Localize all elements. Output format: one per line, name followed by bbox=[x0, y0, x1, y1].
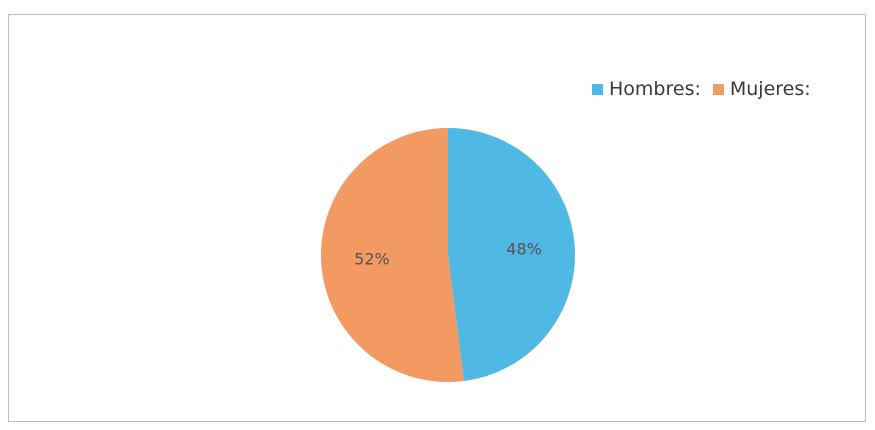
chart-legend: Hombres: Mujeres: bbox=[592, 78, 823, 100]
legend-swatch-mujeres bbox=[712, 83, 724, 95]
data-label-mujeres: 52% bbox=[354, 249, 390, 268]
legend-label-mujeres: Mujeres: bbox=[729, 78, 811, 100]
legend-swatch-hombres bbox=[592, 83, 603, 95]
data-label-hombres: 48% bbox=[506, 240, 542, 259]
legend-label-hombres: Hombres: bbox=[609, 78, 701, 100]
pie-slice-mujeres bbox=[321, 128, 464, 382]
legend-item-hombres: Hombres: bbox=[592, 78, 701, 100]
pie-slice-hombres bbox=[448, 128, 576, 381]
legend-item-mujeres: Mujeres: bbox=[712, 78, 811, 100]
